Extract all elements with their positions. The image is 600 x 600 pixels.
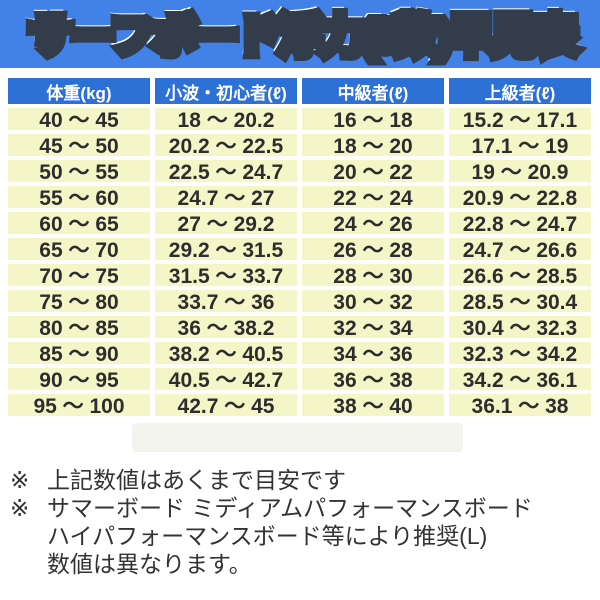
table-cell: 32.3 〜 34.2 [449, 342, 591, 366]
table-cell: 24 〜 26 [302, 212, 444, 236]
table-cell: 32 〜 34 [302, 316, 444, 340]
footnotes: ※ 上記数値はあくまで目安です ※ サマーボード ミディアムパフォーマンスボード ハイパ… [10, 466, 592, 578]
buoyancy-table: 体重(kg) 小波・初心者(ℓ) 中級者(ℓ) 上級者(ℓ) 40 〜 45 18 〜 2… [8, 78, 591, 418]
table-cell: 16 〜 18 [302, 108, 444, 132]
table-cell: 26.6 〜 28.5 [449, 264, 591, 288]
page-title-shadow: サーフボード浮力(ℓ数)早見表 [23, 9, 582, 64]
table-cell: 22.8 〜 24.7 [449, 212, 591, 236]
table-cell: 80 〜 85 [8, 316, 150, 340]
note-line: 上記数値はあくまで目安です [47, 467, 346, 493]
table-cell: 85 〜 90 [8, 342, 150, 366]
column-header: 体重(kg) [8, 78, 150, 104]
table-cell: 95 〜 100 [8, 394, 150, 418]
table-cell: 31.5 〜 33.7 [155, 264, 297, 288]
table-cell: 36 〜 38 [302, 368, 444, 392]
table-cell: 18 〜 20.2 [155, 108, 297, 132]
table-cell: 90 〜 95 [8, 368, 150, 392]
table-cell: 26 〜 28 [302, 238, 444, 262]
note-line: サマーボード ミディアムパフォーマンスボード [47, 495, 533, 521]
table-cell: 34.2 〜 36.1 [449, 368, 591, 392]
table-cell: 42.7 〜 45 [155, 394, 297, 418]
table-cell: 15.2 〜 17.1 [449, 108, 591, 132]
note-marker: ※ [10, 495, 30, 521]
table-cell: 65 〜 70 [8, 238, 150, 262]
column-header: 上級者(ℓ) [449, 78, 591, 104]
table-cell: 75 〜 80 [8, 290, 150, 314]
table-cell: 24.7 〜 27 [155, 186, 297, 210]
faded-placeholder [132, 423, 463, 452]
table-cell: 40 〜 45 [8, 108, 150, 132]
table-cell: 20.9 〜 22.8 [449, 186, 591, 210]
table-cell: 60 〜 65 [8, 212, 150, 236]
table-cell: 55 〜 60 [8, 186, 150, 210]
table-cell: 36 〜 38.2 [155, 316, 297, 340]
table-cell: 17.1 〜 19 [449, 134, 591, 158]
note-line: ハイパフォーマンスボード等により推奨(L) [47, 523, 488, 549]
note-marker: ※ [10, 467, 30, 493]
note-item: ※ サマーボード ミディアムパフォーマンスボード ハイパフォーマンスボード等により推… [10, 494, 592, 578]
table-cell: 40.5 〜 42.7 [155, 368, 297, 392]
table-cell: 29.2 〜 31.5 [155, 238, 297, 262]
table-cell: 24.7 〜 26.6 [449, 238, 591, 262]
table-cell: 22.5 〜 24.7 [155, 160, 297, 184]
note-item: ※ 上記数値はあくまで目安です [10, 466, 592, 494]
table-cell: 27 〜 29.2 [155, 212, 297, 236]
table-cell: 70 〜 75 [8, 264, 150, 288]
title-banner: サーフボード浮力(ℓ数)早見表 サーフボード浮力(ℓ数)早見表 サーフボード浮力… [0, 0, 600, 68]
table-cell: 34 〜 36 [302, 342, 444, 366]
table-cell: 33.7 〜 36 [155, 290, 297, 314]
table-cell: 30 〜 32 [302, 290, 444, 314]
note-body: 上記数値はあくまで目安です [47, 466, 592, 494]
note-body: サマーボード ミディアムパフォーマンスボード ハイパフォーマンスボード等により推奨… [47, 494, 592, 578]
page-title: サーフボード浮力(ℓ数)早見表 [26, 9, 575, 58]
table-cell: 45 〜 50 [8, 134, 150, 158]
column-header: 中級者(ℓ) [302, 78, 444, 104]
table-cell: 20 〜 22 [302, 160, 444, 184]
note-line: 数値は異なります。 [47, 551, 252, 577]
table-cell: 18 〜 20 [302, 134, 444, 158]
table-cell: 28.5 〜 30.4 [449, 290, 591, 314]
table-cell: 36.1 〜 38 [449, 394, 591, 418]
table-cell: 22 〜 24 [302, 186, 444, 210]
column-header: 小波・初心者(ℓ) [155, 78, 297, 104]
table-cell: 19 〜 20.9 [449, 160, 591, 184]
page-title-outline: サーフボード浮力(ℓ数)早見表 [23, 8, 578, 59]
table-cell: 20.2 〜 22.5 [155, 134, 297, 158]
table-cell: 50 〜 55 [8, 160, 150, 184]
table-cell: 28 〜 30 [302, 264, 444, 288]
table-cell: 38 〜 40 [302, 394, 444, 418]
table-cell: 30.4 〜 32.3 [449, 316, 591, 340]
table-cell: 38.2 〜 40.5 [155, 342, 297, 366]
